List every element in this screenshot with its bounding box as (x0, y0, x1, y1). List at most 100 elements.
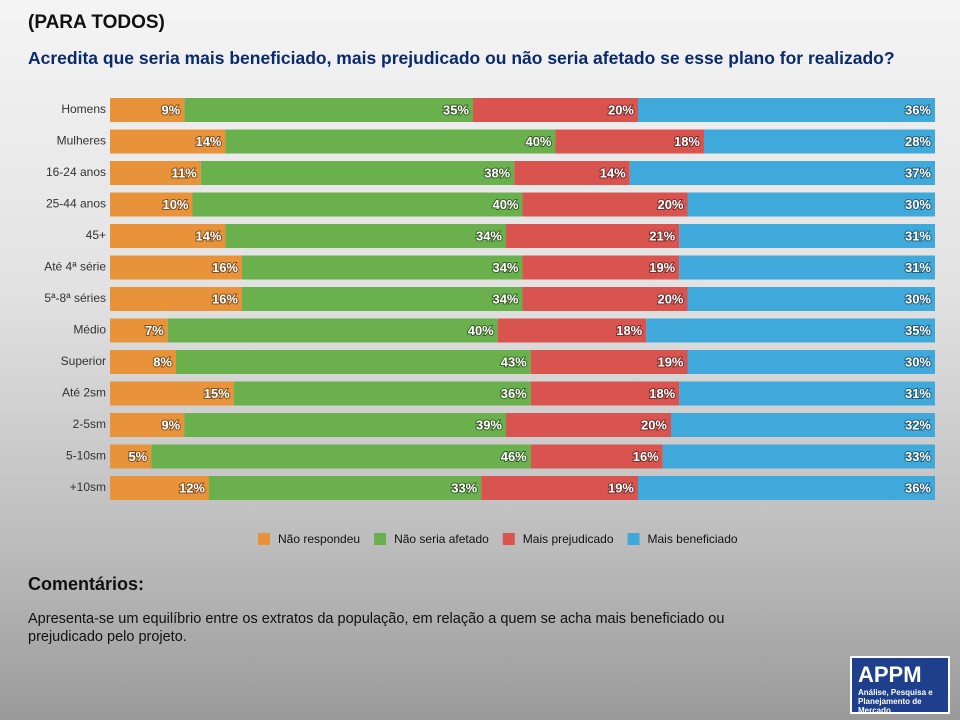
category-label: Até 2sm (62, 386, 106, 400)
bar-segment (530, 444, 663, 469)
bar-segment (555, 129, 704, 154)
legend-label: Mais beneficiado (648, 532, 738, 546)
value-label: 19% (657, 354, 683, 369)
value-label: 40% (492, 197, 518, 212)
bar-segment (679, 224, 935, 248)
bar-segment (233, 381, 531, 406)
bar-segment (225, 224, 506, 248)
bar-segment (110, 224, 226, 248)
bar-segment (671, 413, 935, 437)
comments-text: Apresenta-se um equilíbrio entre os extr… (28, 611, 725, 645)
value-label: 30% (905, 354, 931, 369)
bar-segment (184, 98, 473, 122)
bar-segment (209, 476, 482, 500)
bar-segment (514, 161, 630, 185)
value-label: 36% (905, 102, 931, 117)
category-label: 16-24 anos (46, 165, 106, 179)
bar-segment (151, 444, 531, 469)
bar-segment (110, 413, 185, 437)
bar-segment (110, 255, 242, 280)
value-label: 19% (608, 480, 634, 495)
legend-swatch (502, 533, 515, 545)
bar-segment (242, 287, 523, 311)
value-label: 9% (161, 102, 180, 117)
value-label: 46% (501, 449, 527, 464)
bar-segment (629, 161, 935, 185)
legend-swatch (258, 533, 270, 545)
bar-segment (110, 192, 193, 217)
bar-segment (687, 350, 935, 374)
bar-segment (522, 192, 688, 217)
bar-segment (110, 161, 201, 185)
bar-segment (225, 129, 556, 154)
value-label: 9% (161, 417, 180, 432)
value-label: 10% (162, 197, 188, 212)
bar-segment (646, 318, 935, 343)
value-label: 16% (633, 449, 659, 464)
bar-segment (176, 350, 531, 374)
value-label: 20% (657, 291, 683, 306)
value-label: 28% (905, 134, 931, 149)
comments-heading: Comentários: (28, 574, 145, 594)
value-label: 37% (905, 165, 931, 180)
bar-segment (192, 192, 523, 217)
bar-segment (679, 255, 935, 280)
value-label: 32% (905, 417, 931, 432)
value-label: 36% (501, 386, 527, 401)
value-label: 43% (501, 354, 527, 369)
bar-segment (522, 287, 688, 311)
value-label: 33% (451, 480, 477, 495)
legend-label: Não seria afetado (394, 532, 489, 546)
bar-segment (522, 255, 680, 280)
category-label: 2-5sm (73, 417, 106, 431)
value-label: 33% (905, 449, 931, 464)
legend-swatch (374, 533, 387, 545)
bar-segment (110, 129, 226, 154)
legend-label: Mais prejudicado (523, 532, 614, 546)
value-label: 19% (649, 260, 675, 275)
category-label: Superior (61, 354, 106, 368)
value-label: 12% (179, 480, 205, 495)
bar-segment (530, 350, 688, 374)
value-label: 5% (128, 449, 147, 464)
value-label: 31% (905, 260, 931, 275)
category-label: Homens (61, 102, 106, 116)
bar-segment (167, 318, 498, 343)
value-label: 38% (484, 165, 510, 180)
bar-segment (110, 381, 234, 406)
bar-segment (662, 444, 935, 469)
category-label: +10sm (70, 480, 106, 494)
value-label: 30% (905, 291, 931, 306)
bar-segment (506, 413, 671, 437)
chart-title: Acredita que seria mais beneficiado, mai… (28, 48, 895, 68)
logo-tagline: Análise, Pesquisa e Planejamento de Merc… (858, 688, 933, 715)
value-label: 15% (204, 386, 230, 401)
category-label: Médio (73, 323, 106, 337)
category-label: 45+ (86, 228, 106, 242)
value-label: 14% (600, 165, 626, 180)
value-label: 34% (492, 260, 518, 275)
bar-segment (110, 98, 185, 122)
bar-segment (110, 476, 209, 500)
bar-segment (687, 192, 935, 217)
kicker: (PARA TODOS) (28, 12, 165, 33)
value-label: 39% (476, 417, 502, 432)
value-label: 20% (641, 417, 667, 432)
category-label: 5-10sm (66, 449, 106, 463)
legend-label: Não respondeu (278, 532, 360, 546)
value-label: 31% (905, 386, 931, 401)
value-label: 31% (905, 228, 931, 243)
value-label: 30% (905, 197, 931, 212)
value-label: 16% (212, 260, 238, 275)
value-label: 20% (608, 102, 634, 117)
value-label: 21% (649, 228, 675, 243)
value-label: 8% (153, 354, 172, 369)
bar-segment (638, 98, 935, 122)
bar-segment (110, 444, 152, 469)
bar-segment (481, 476, 638, 500)
bar-segment (110, 318, 168, 343)
category-label: Mulheres (57, 134, 106, 148)
bar-segment (506, 224, 680, 248)
bar-segment (473, 98, 638, 122)
